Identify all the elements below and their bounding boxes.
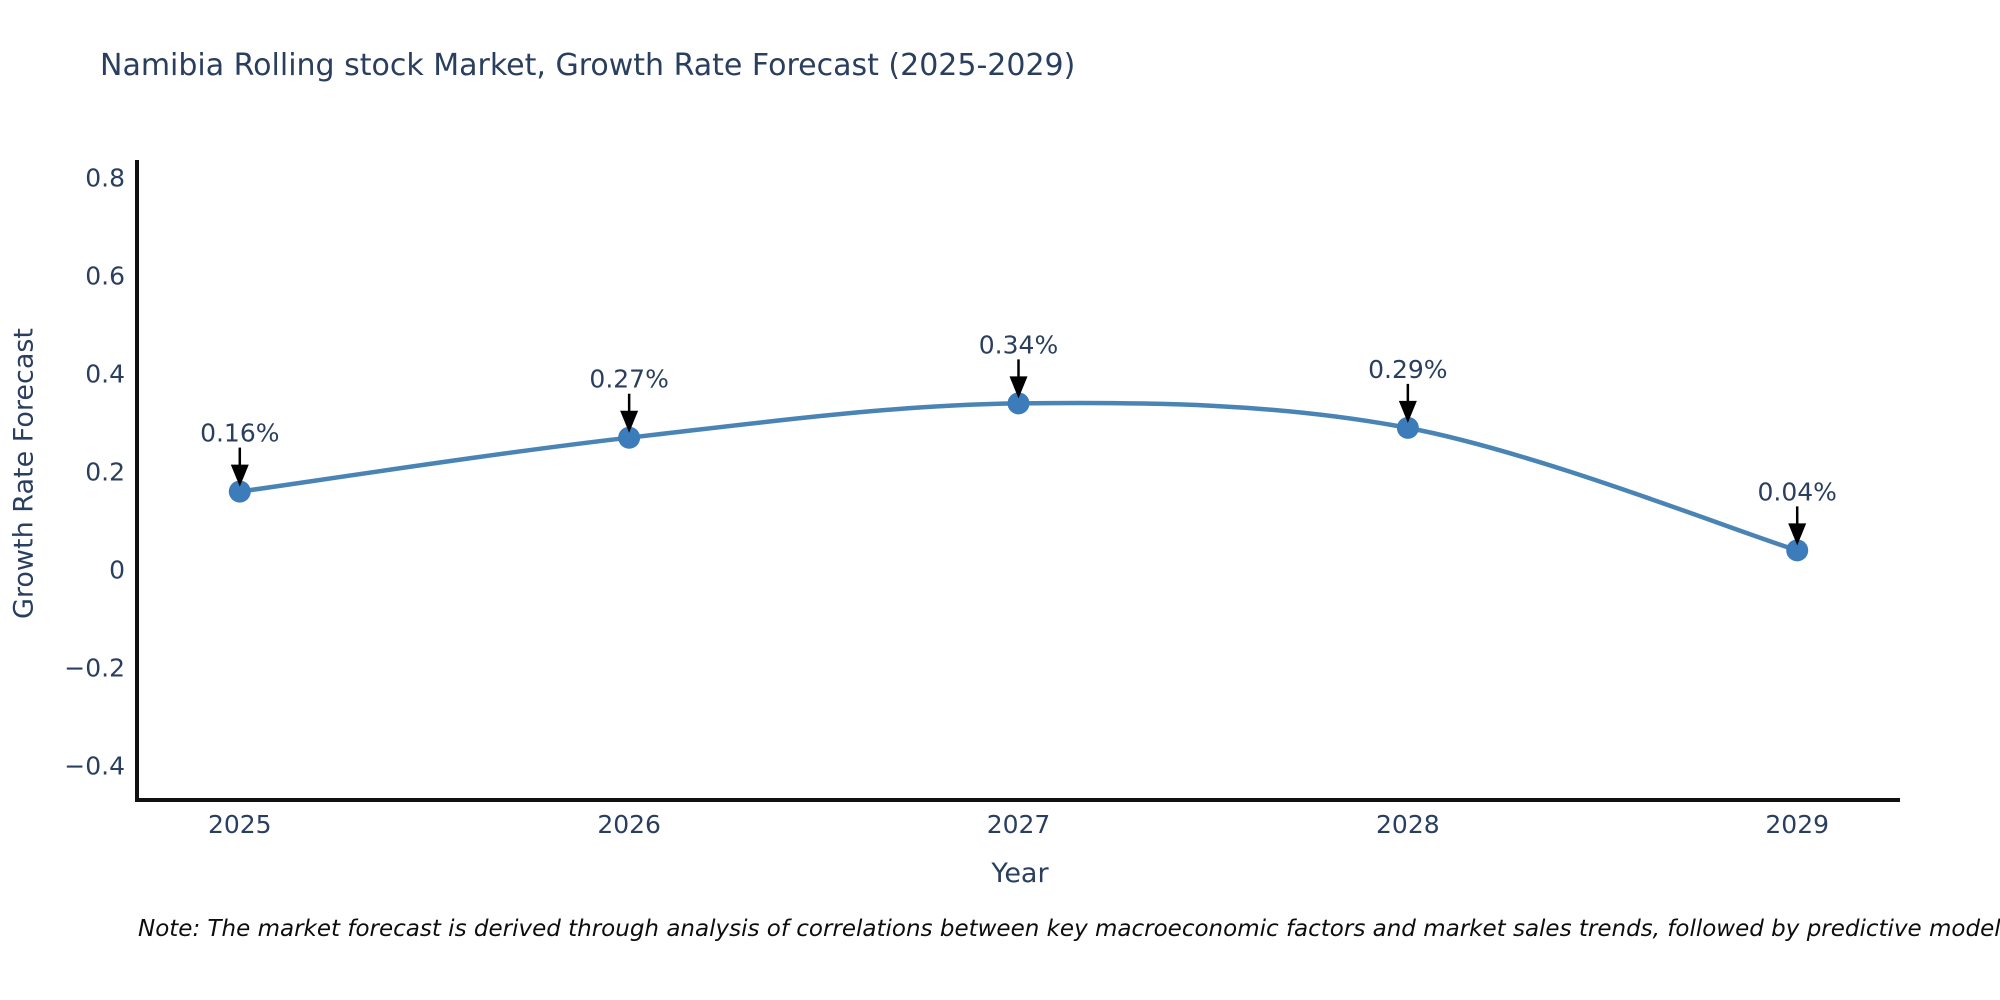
x-axis-title: Year xyxy=(991,858,1049,889)
annotation-arrow-head xyxy=(1009,376,1028,399)
y-tick-label: 0.4 xyxy=(85,360,125,389)
annotation-arrow-head xyxy=(230,464,249,487)
annotation-arrow-head xyxy=(620,410,639,433)
data-point-marker xyxy=(228,480,251,503)
data-point-marker xyxy=(1007,392,1030,415)
annotation-arrow-head xyxy=(1398,400,1417,423)
data-point-label: 0.04% xyxy=(1757,477,1836,506)
data-point-label: 0.34% xyxy=(979,330,1058,359)
y-tick-label: 0.2 xyxy=(85,458,125,487)
y-tick-label: 0.8 xyxy=(85,164,125,193)
y-tick-label: 0 xyxy=(109,556,125,585)
footnote-text: Note: The market forecast is derived thr… xyxy=(138,916,2000,942)
data-point-marker xyxy=(1396,416,1419,439)
x-tick-label: 2025 xyxy=(208,810,272,839)
data-point-marker xyxy=(1786,539,1809,562)
chart-title: Namibia Rolling stock Market, Growth Rat… xyxy=(100,48,1076,83)
y-tick-label: −0.2 xyxy=(64,654,125,683)
x-tick-label: 2027 xyxy=(987,810,1051,839)
data-point-label: 0.27% xyxy=(589,365,668,394)
y-tick-label: 0.6 xyxy=(85,262,125,291)
data-point-label: 0.16% xyxy=(200,419,279,448)
y-axis-title: Growth Rate Forecast xyxy=(8,327,40,620)
x-tick-label: 2026 xyxy=(597,810,661,839)
x-tick-label: 2029 xyxy=(1765,810,1829,839)
y-tick-label: −0.4 xyxy=(64,752,125,781)
annotation-arrow-head xyxy=(1788,523,1807,546)
x-tick-label: 2028 xyxy=(1376,810,1440,839)
data-point-label: 0.29% xyxy=(1368,355,1447,384)
forecast-line xyxy=(239,400,1798,553)
data-point-marker xyxy=(618,426,641,449)
